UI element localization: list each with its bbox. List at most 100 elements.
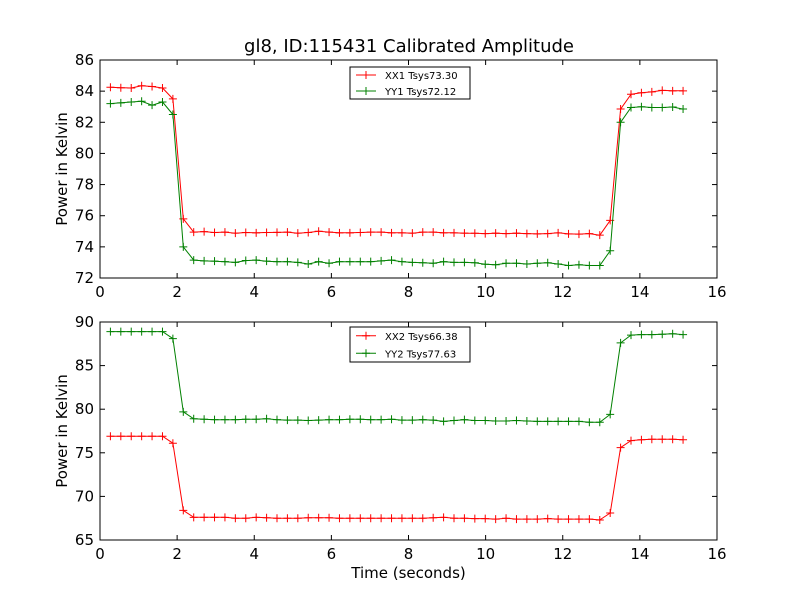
data-point [325, 259, 334, 268]
data-point [366, 257, 375, 266]
y-tick-label: 90 [75, 313, 94, 331]
legend-box [349, 326, 471, 363]
data-point [491, 229, 500, 238]
data-point [377, 228, 386, 237]
y-tick-label: 80 [75, 400, 94, 418]
data-point [470, 416, 479, 425]
data-point [366, 228, 375, 237]
data-point [533, 259, 542, 268]
data-point [637, 330, 646, 339]
y-tick-label: 82 [75, 113, 94, 131]
data-point [429, 416, 438, 425]
x-tick-label: 2 [172, 545, 182, 563]
data-point [158, 98, 167, 107]
data-point [345, 228, 354, 237]
y-tick-label: 85 [75, 357, 94, 375]
data-point [397, 416, 406, 425]
data-point [418, 415, 427, 424]
data-point [137, 432, 146, 441]
data-point [397, 514, 406, 523]
data-point [668, 435, 677, 444]
data-point [481, 416, 490, 425]
data-point [543, 417, 552, 426]
data-point [127, 327, 136, 336]
y-tick-label: 75 [75, 444, 94, 462]
data-point [262, 228, 271, 237]
data-point [512, 259, 521, 268]
data-point [481, 514, 490, 523]
data-point [491, 260, 500, 269]
data-point [179, 407, 188, 416]
legend-marker [362, 87, 370, 95]
data-point [158, 432, 167, 441]
data-point [158, 327, 167, 336]
data-point [314, 513, 323, 522]
data-point [574, 230, 583, 239]
data-point [366, 415, 375, 424]
data-point [262, 257, 271, 266]
data-point [283, 257, 292, 266]
data-point [200, 227, 209, 236]
y-tick-label: 70 [75, 487, 94, 505]
data-point [293, 416, 302, 425]
data-point [574, 417, 583, 426]
data-point [658, 435, 667, 444]
x-tick-label: 14 [630, 545, 649, 563]
data-point [481, 260, 490, 269]
data-point [679, 435, 688, 444]
data-point [502, 514, 511, 523]
data-point [439, 513, 448, 522]
data-point [189, 228, 198, 237]
data-point [314, 227, 323, 236]
y-tick-label: 84 [75, 82, 94, 100]
data-point [220, 228, 229, 237]
subplot-1: 0 2 4 6 8 10 12 14 16 72 74 76 78 80 82 84 86 Power in Ke… [53, 51, 727, 301]
data-point [252, 228, 261, 237]
y-tick-label: 65 [75, 531, 94, 549]
data-point [293, 229, 302, 238]
data-point [450, 416, 459, 425]
x-tick-label: 4 [249, 283, 259, 301]
data-point [606, 246, 615, 255]
legend-marker [362, 331, 370, 340]
data-point [460, 229, 469, 238]
data-point [637, 435, 646, 444]
data-point [304, 513, 313, 522]
legend-marker [362, 71, 370, 79]
data-point [356, 257, 365, 266]
data-point [273, 228, 282, 237]
data-point [335, 228, 344, 237]
data-point [283, 514, 292, 523]
data-point [668, 86, 677, 95]
legend-marker [362, 349, 370, 358]
data-point [168, 439, 177, 448]
y-tick-label: 74 [75, 238, 94, 256]
x-axis-label: Time (seconds) [350, 564, 466, 582]
data-point [522, 416, 531, 425]
x-tick-label: 16 [707, 545, 726, 563]
data-point [460, 258, 469, 267]
data-point [116, 432, 125, 441]
data-point [106, 99, 115, 108]
data-point [491, 515, 500, 524]
data-point [450, 514, 459, 523]
data-point [189, 513, 198, 522]
data-point [387, 514, 396, 523]
data-point [387, 228, 396, 237]
data-point [574, 260, 583, 269]
data-point [429, 259, 438, 268]
data-point [595, 231, 604, 240]
data-point [585, 418, 594, 427]
legend-box [349, 66, 471, 100]
data-point [606, 508, 615, 517]
data-point [273, 514, 282, 523]
data-point [377, 514, 386, 523]
data-point [637, 88, 646, 97]
x-tick-label: 6 [327, 545, 337, 563]
y-tick-label: 86 [75, 51, 94, 69]
data-point [377, 415, 386, 424]
data-point [148, 432, 157, 441]
data-point [418, 228, 427, 237]
data-point [502, 229, 511, 238]
